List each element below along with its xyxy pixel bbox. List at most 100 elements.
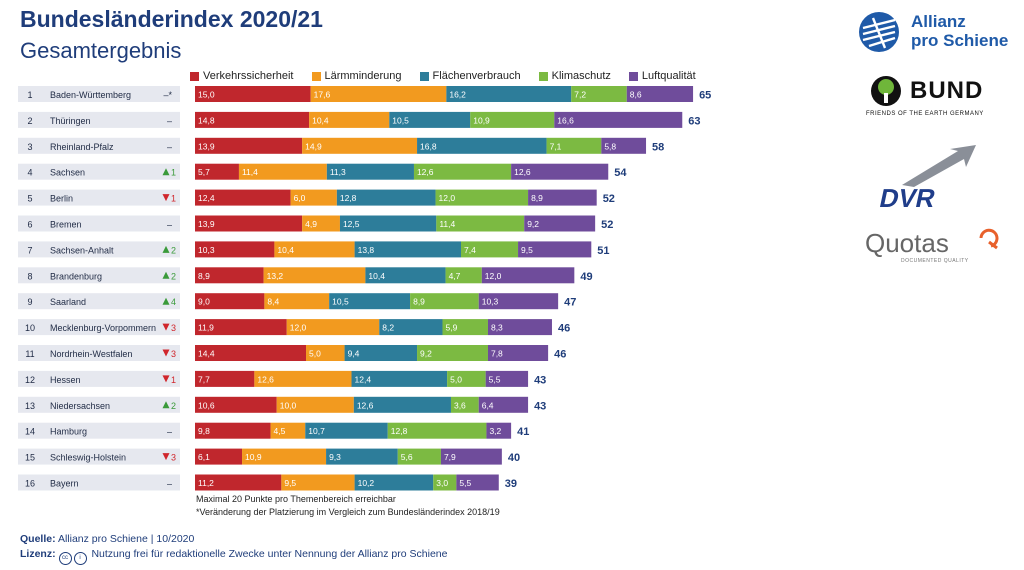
segment-value-label: 6,0: [294, 193, 306, 203]
bar-segment: [274, 241, 355, 258]
dvr-logo: DVR: [877, 145, 980, 225]
row-state-name: Thüringen: [50, 116, 91, 126]
row-state-name: Schleswig-Holstein: [50, 453, 126, 463]
bar-segment: [546, 137, 602, 154]
segment-value-label: 3,2: [489, 426, 501, 436]
bar-segment: [397, 448, 441, 465]
row-rank: 3: [27, 142, 32, 152]
bar-segment: [433, 474, 457, 491]
chart-legend: Verkehrssicherheit Lärmminderung Flächen…: [190, 70, 696, 82]
quotas-logo: Quotas DOCUMENTED QUALITY: [865, 228, 1005, 270]
bar-segment: [447, 370, 486, 387]
bar-segment: [276, 396, 354, 413]
row-state-name: Sachsen: [50, 168, 85, 178]
bund-subline: FRIENDS OF THE EARTH GERMANY: [866, 111, 984, 117]
segment-value-label: 10,3: [198, 245, 215, 255]
change-value: 3: [171, 453, 176, 463]
bar-segment: [195, 293, 265, 310]
segment-value-label: 10,0: [280, 400, 297, 410]
bar-segment: [487, 319, 552, 336]
bar-segment: [195, 111, 310, 128]
row-total-label: 54: [614, 167, 627, 179]
segment-value-label: 11,2: [198, 478, 214, 488]
bar-segment: [487, 345, 549, 361]
bar-segment: [195, 319, 287, 336]
bar-segment: [481, 267, 575, 284]
row-label-bg: [18, 86, 180, 102]
row-rank: 7: [27, 245, 32, 255]
segment-value-label: 10,5: [332, 297, 349, 307]
segment-value-label: 10,4: [312, 115, 329, 125]
row-total-label: 52: [603, 193, 615, 205]
segment-value-label: 16,2: [449, 90, 466, 100]
row-rank: 1: [27, 90, 32, 100]
segment-value-label: 5,8: [604, 141, 616, 151]
change-value: 4: [171, 297, 176, 307]
allianz-line2: pro Schiene: [911, 31, 1009, 50]
bar-segment: [571, 86, 627, 102]
bar-segment: [528, 189, 597, 206]
segment-value-label: 5,6: [401, 452, 413, 462]
change-value: –: [167, 116, 172, 126]
bar-segment: [435, 189, 529, 206]
bar-segment: [351, 370, 448, 387]
bund-logo: BUND FRIENDS OF THE EARTH GERMANY: [866, 75, 1016, 130]
segment-value-label: 9,0: [198, 297, 210, 307]
change-value: 1: [171, 194, 176, 204]
row-rank: 10: [25, 323, 35, 333]
legend-swatch: [538, 71, 548, 81]
row-label-bg: [18, 345, 180, 361]
bar-segment: [626, 86, 694, 102]
change-value: 2: [171, 401, 176, 411]
row-label-bg: [18, 137, 180, 154]
segment-value-label: 12,8: [391, 426, 408, 436]
row-label-bg: [18, 319, 180, 336]
segment-value-label: 13,9: [198, 141, 215, 151]
segment-value-label: 5,5: [489, 374, 501, 384]
segment-value-label: 7,4: [464, 245, 476, 255]
row-rank: 8: [27, 271, 32, 281]
segment-value-label: 16,6: [557, 115, 574, 125]
bar-segment: [365, 267, 446, 284]
change-down-icon: [162, 453, 170, 461]
quotas-swirl-icon: [979, 228, 999, 250]
segment-value-label: 12,0: [439, 193, 456, 203]
bar-segment: [329, 293, 411, 310]
quotas-wordmark: Quotas: [865, 228, 949, 258]
bar-segment: [354, 474, 434, 491]
row-state-name: Brandenburg: [50, 271, 102, 281]
change-value: –*: [163, 90, 172, 100]
bar-segment: [436, 215, 525, 232]
segment-value-label: 6,1: [198, 452, 210, 462]
segment-value-label: 12,0: [485, 271, 502, 281]
row-label-bg: [18, 189, 180, 206]
change-up-icon: [162, 245, 170, 253]
bar-segment: [440, 448, 502, 465]
row-rank: 2: [27, 116, 32, 126]
row-total-label: 65: [699, 90, 711, 102]
bar-segment: [238, 163, 327, 180]
bar-segment: [290, 189, 337, 206]
segment-value-label: 7,9: [444, 452, 456, 462]
row-state-name: Berlin: [50, 194, 73, 204]
bar-segment: [195, 474, 282, 491]
legend-label: Lärmminderung: [324, 70, 402, 82]
segment-value-label: 11,4: [439, 219, 455, 229]
segment-value-label: 7,1: [550, 141, 562, 151]
bar-segment: [302, 137, 418, 154]
bar-segment: [518, 241, 592, 258]
row-total-label: 52: [601, 219, 613, 231]
bar-segment: [306, 345, 345, 361]
segment-value-label: 12,6: [514, 167, 531, 177]
bar-segment: [387, 422, 487, 439]
row-state-name: Hamburg: [50, 427, 87, 437]
footnote-max: Maximal 20 Punkte pro Themenbereich erre…: [196, 494, 396, 504]
bar-segment: [264, 293, 330, 310]
row-label-bg: [18, 267, 180, 284]
row-rank: 11: [25, 349, 34, 359]
row-total-label: 43: [534, 400, 546, 412]
bar-segment: [485, 370, 529, 387]
change-up-icon: [162, 401, 170, 409]
license-text: Nutzung frei für redaktionelle Zwecke un…: [91, 548, 448, 560]
bar-segment: [460, 241, 519, 258]
